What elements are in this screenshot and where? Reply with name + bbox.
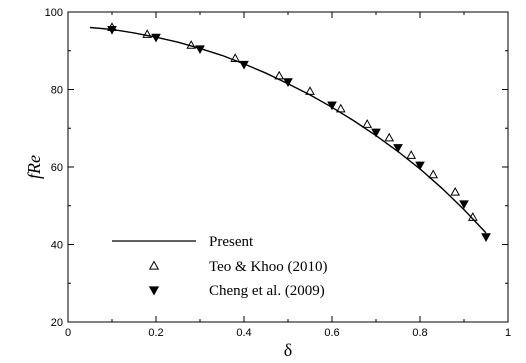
data-point-teo-khoo: [305, 86, 315, 95]
data-point-teo-khoo: [428, 169, 439, 179]
data-point-cheng: [459, 200, 469, 210]
data-point-teo-khoo: [406, 150, 417, 159]
y-tick-label: 20: [51, 317, 63, 329]
x-tick-label: 1: [505, 327, 511, 339]
plot-border: [67, 11, 509, 323]
data-point-cheng: [195, 45, 205, 55]
data-point-teo-khoo: [142, 29, 153, 38]
x-axis: 0 0.2 0.4 0.6 0.8 1: [65, 12, 511, 339]
data-point-cheng: [107, 25, 117, 35]
series-line-present: [89, 26, 487, 234]
legend-label-cheng: Cheng et al. (2009): [209, 283, 325, 299]
data-point-cheng: [283, 78, 293, 87]
data-point-cheng: [393, 144, 403, 153]
data-point-cheng: [481, 233, 491, 242]
data-point-cheng: [151, 33, 161, 43]
x-tick-label: 0.8: [412, 327, 427, 339]
y-axis: 20 40 60 80 100: [45, 7, 508, 329]
data-point-teo-khoo: [186, 40, 197, 49]
data-point-teo-khoo: [384, 132, 395, 142]
y-tick-label: 60: [51, 162, 63, 174]
data-point-cheng: [415, 161, 425, 171]
data-point-teo-khoo: [335, 103, 346, 113]
plot-frame: [67, 11, 509, 323]
data-point-teo-khoo: [230, 53, 241, 62]
data-point-cheng: [371, 128, 381, 138]
y-tick-label: 40: [51, 240, 63, 252]
x-axis-title: δ: [284, 340, 292, 360]
legend-marker-cheng: [148, 286, 160, 296]
data-point-teo-khoo: [467, 212, 478, 221]
x-tick-label: 0.2: [148, 327, 163, 339]
x-tick-label: 0.4: [236, 327, 251, 339]
x-tick-label: 0.6: [324, 327, 339, 339]
y-tick-label: 80: [51, 85, 63, 97]
legend-label-teo-khoo: Teo & Khoo (2010): [209, 259, 328, 275]
data-point-teo-khoo: [450, 186, 461, 196]
legend-label-present: Present: [209, 234, 254, 250]
y-tick-label: 100: [45, 7, 63, 19]
legend-marker-teo-khoo: [148, 260, 160, 270]
data-point-cheng: [239, 60, 249, 70]
data-point-cheng: [327, 101, 337, 111]
x-tick-label: 0: [65, 327, 71, 339]
series-layer: [89, 22, 491, 242]
y-axis-title: fRe: [24, 155, 44, 179]
legend: Present Teo & Khoo (2010) Cheng et al. (…: [112, 234, 328, 299]
data-point-teo-khoo: [274, 70, 285, 80]
data-point-teo-khoo: [362, 119, 373, 128]
